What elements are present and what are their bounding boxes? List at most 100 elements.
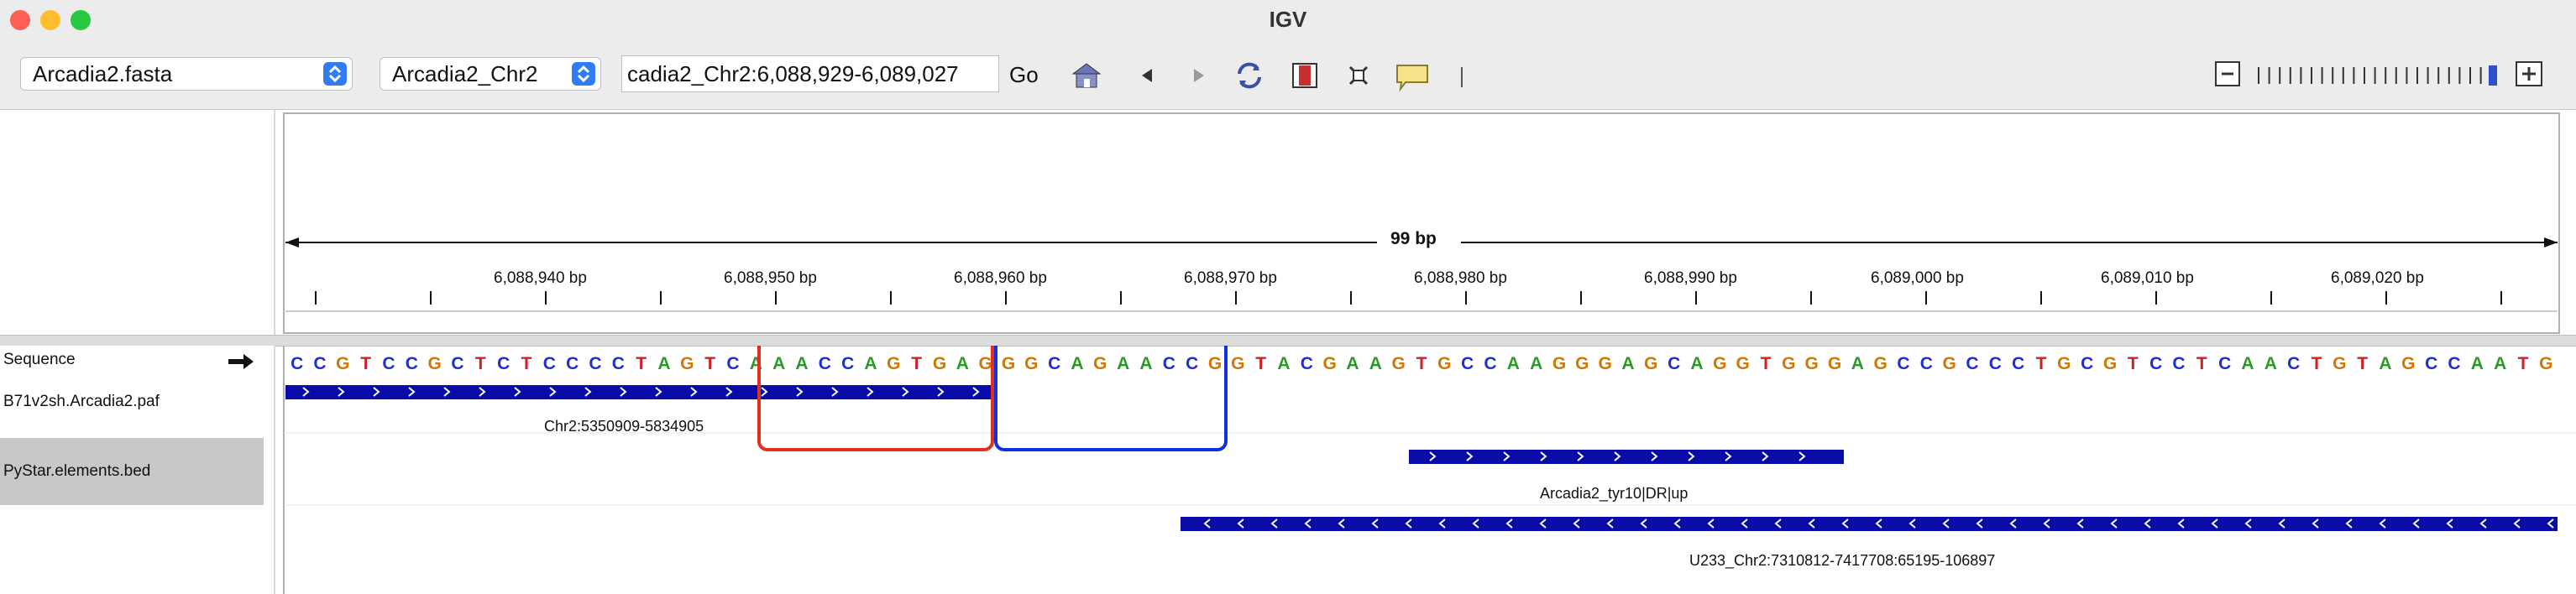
strand-chevron [373, 387, 380, 397]
ruler-tick-label: 6,089,000 bp [1871, 269, 1964, 287]
sequence-base: C [612, 354, 625, 373]
strand-chevron [1875, 518, 1882, 529]
sequence-track-name: Sequence [3, 351, 76, 368]
sequence-track-label[interactable]: Sequence [0, 351, 264, 376]
home-icon[interactable] [1070, 59, 1103, 92]
sequence-base: T [2357, 354, 2368, 373]
chromosome-select[interactable]: Arcadia2_Chr2 [380, 57, 601, 91]
forward-arrow-icon[interactable] [1182, 59, 1216, 92]
go-button[interactable]: Go [1009, 62, 1039, 87]
strand-chevron [902, 387, 909, 397]
strand-chevron [584, 387, 592, 397]
zoom-slider[interactable] [2255, 59, 2499, 92]
bed-feature-label: Arcadia2_tyr10|DR|up [1540, 485, 1689, 502]
sequence-base: T [704, 354, 715, 373]
strand-chevron [1976, 518, 1983, 529]
sequence-base: T [2312, 354, 2322, 373]
title-bar: IGV [0, 0, 2576, 41]
sequence-base: G [1552, 354, 1566, 373]
sequence-base: C [566, 354, 579, 373]
paf-track-label[interactable]: B71v2sh.Arcadia2.paf [3, 393, 160, 410]
sequence-base: A [1346, 354, 1359, 373]
refresh-icon[interactable] [1233, 59, 1266, 92]
ruler-canvas[interactable] [0, 110, 2576, 335]
sequence-base: C [1048, 354, 1060, 373]
strand-chevron [2177, 518, 2185, 529]
sequence-base: G [2103, 354, 2117, 373]
sequence-base: G [1437, 354, 1451, 373]
genome-select[interactable]: Arcadia2.fasta [20, 57, 353, 91]
strand-chevron [549, 387, 557, 397]
zoom-window-button[interactable] [71, 10, 91, 30]
sequence-base: G [1736, 354, 1749, 373]
sequence-base: A [1621, 354, 1634, 373]
sequence-base: G [978, 354, 992, 373]
locus-input[interactable]: cadia2_Chr2:6,088,929-6,089,027 [621, 55, 999, 92]
strand-chevron [302, 387, 310, 397]
ruler-tick-label: 6,088,960 bp [954, 269, 1047, 287]
strand-chevron [937, 387, 945, 397]
strand-chevron [831, 387, 839, 397]
sequence-base: G [680, 354, 694, 373]
strand-chevron [1203, 518, 1211, 529]
toolbar-separator [1458, 59, 1466, 92]
sequence-base: A [772, 354, 785, 373]
zoom-out-button[interactable] [2215, 59, 2240, 92]
sequence-base: T [636, 354, 647, 373]
sequence-base: C [1301, 354, 1313, 373]
sequence-base: A [1071, 354, 1083, 373]
sequence-base: C [1966, 354, 1978, 373]
sequence-base: C [2172, 354, 2185, 373]
sequence-base: A [1507, 354, 1520, 373]
strand-chevron [1841, 518, 1849, 529]
sequence-base: G [427, 354, 441, 373]
strand-chevron [2412, 518, 2420, 529]
sequence-base: G [1093, 354, 1107, 373]
sequence-base: A [1139, 354, 1152, 373]
bed-track-label[interactable]: PyStar.elements.bed [0, 438, 264, 505]
ruler-tick-label: 6,089,010 bp [2101, 269, 2194, 287]
paf-feature-label: Chr2:5350909-5834905 [544, 418, 704, 435]
sequence-base: C [726, 354, 739, 373]
ruler-tick-label: 6,088,950 bp [724, 269, 817, 287]
strand-chevron [338, 387, 345, 397]
strand-chevron [1606, 518, 1614, 529]
sequence-base: G [2401, 354, 2415, 373]
strand-chevron [1540, 451, 1547, 461]
bed-feature-tyr10[interactable] [1409, 450, 1844, 464]
sequence-base: C [2448, 354, 2460, 373]
zoom-thumb[interactable] [2489, 65, 2497, 86]
bed-feature-u233[interactable] [1181, 517, 2558, 531]
strand-chevron [2278, 518, 2285, 529]
strand-chevron [1405, 518, 1412, 529]
strand-chevron [443, 387, 451, 397]
sequence-base: C [382, 354, 395, 373]
strand-chevron [1741, 518, 1748, 529]
back-arrow-icon[interactable] [1130, 59, 1164, 92]
panel-divider[interactable] [0, 335, 2576, 346]
resize-icon[interactable] [1342, 59, 1375, 92]
strand-chevron [620, 387, 627, 397]
strand-chevron [1798, 451, 1806, 461]
strand-chevron [2076, 518, 2084, 529]
strand-chevron [725, 387, 733, 397]
sequence-base: G [887, 354, 900, 373]
strand-chevron [1270, 518, 1278, 529]
region-of-interest-icon[interactable] [1288, 59, 1322, 92]
zoom-in-button[interactable] [2516, 59, 2542, 92]
sequence-base: G [2057, 354, 2071, 373]
sequence-base: A [1851, 354, 1864, 373]
close-window-button[interactable] [10, 10, 30, 30]
sequence-base: T [2128, 354, 2139, 373]
sequence-base: G [1208, 354, 1222, 373]
sequence-base: G [1644, 354, 1657, 373]
minimize-window-button[interactable] [40, 10, 60, 30]
strand-arrow-icon[interactable] [227, 352, 255, 371]
sequence-base: G [933, 354, 946, 373]
paf-alignment-feature[interactable] [285, 385, 991, 399]
popup-info-icon[interactable] [1394, 59, 1432, 92]
sequence-base: T [521, 354, 532, 373]
strand-chevron [1466, 451, 1474, 461]
strand-chevron [2110, 518, 2118, 529]
